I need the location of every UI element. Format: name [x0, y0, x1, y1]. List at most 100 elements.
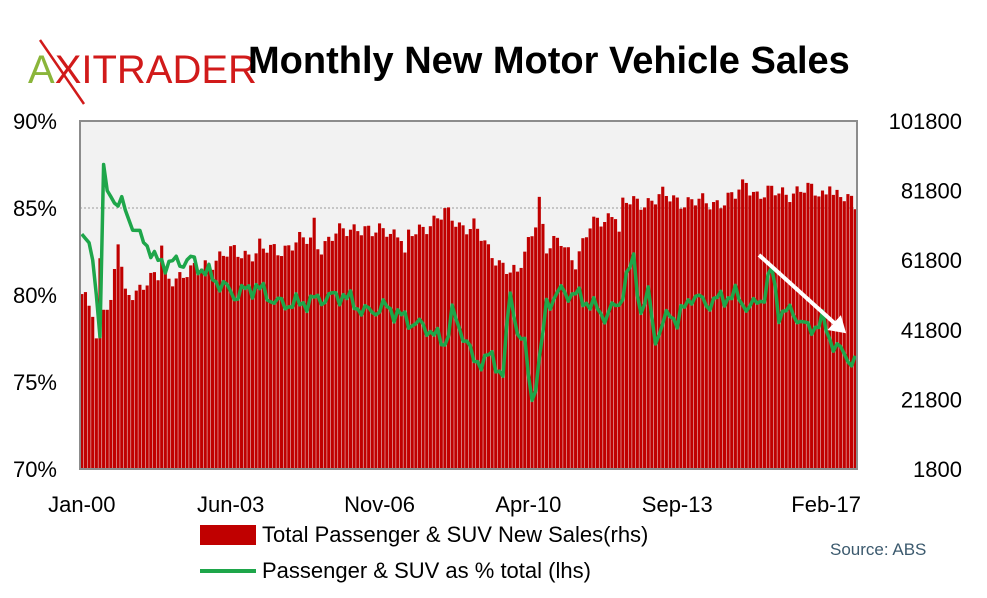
bar: [530, 236, 534, 469]
bar: [356, 231, 360, 469]
bar: [770, 185, 774, 470]
bar: [225, 256, 229, 469]
bar: [203, 260, 207, 469]
bar: [846, 194, 850, 469]
left-tick-label: 75%: [13, 370, 57, 395]
bar: [762, 197, 766, 469]
legend-label-line: Passenger & SUV as % total (lhs): [262, 558, 591, 583]
x-tick-label: Apr-10: [495, 492, 561, 517]
bar: [272, 244, 276, 469]
bar: [541, 223, 545, 469]
bar: [87, 305, 91, 469]
legend-swatch-bar: [200, 525, 256, 545]
logo-slash-icon: [38, 39, 86, 105]
bar: [566, 247, 570, 469]
bar: [218, 251, 222, 469]
bar: [799, 191, 803, 469]
bar: [174, 278, 178, 469]
bar: [171, 286, 175, 469]
bar: [552, 235, 556, 469]
bar: [276, 255, 280, 469]
bar: [613, 219, 618, 469]
bar: [675, 197, 679, 469]
bar: [650, 200, 654, 469]
bar: [298, 231, 302, 469]
bar: [722, 205, 727, 469]
bar: [755, 191, 759, 469]
left-tick-label: 85%: [13, 196, 57, 221]
bar: [338, 223, 342, 469]
legend-item-line: Passenger & SUV as % total (lhs): [200, 553, 648, 589]
bar: [733, 198, 737, 469]
bar: [98, 258, 102, 469]
bar: [842, 201, 846, 469]
bar: [610, 217, 614, 469]
bar: [120, 266, 124, 469]
legend: Total Passenger & SUV New Sales(rhs) Pas…: [200, 517, 648, 589]
bar: [454, 226, 458, 469]
bar: [704, 203, 708, 469]
bar: [112, 268, 117, 469]
bar: [853, 209, 857, 470]
bar: [189, 265, 193, 469]
bar: [294, 242, 298, 469]
bar: [505, 273, 509, 469]
bar: [210, 269, 215, 469]
bar: [149, 272, 153, 469]
bar: [632, 196, 636, 470]
x-axis-labels: Jan-00 Jun-03 Nov-06 Apr-10 Sep-13 Feb-17: [48, 492, 861, 517]
bar: [102, 309, 106, 469]
trend-arrow-icon: [757, 253, 847, 334]
bar: [555, 237, 560, 469]
bar: [185, 277, 189, 469]
bar: [308, 237, 313, 469]
bar: [305, 243, 309, 469]
logo-wordmark: XITRADER: [54, 48, 257, 92]
bar: [719, 208, 723, 470]
bar: [523, 251, 527, 469]
bar: [156, 280, 160, 469]
bar: [486, 244, 491, 469]
bar: [639, 209, 643, 469]
bar: [327, 236, 331, 469]
bar: [221, 255, 225, 469]
bar: [377, 223, 382, 469]
left-axis-labels: 90% 85% 80% 75% 70%: [13, 109, 57, 482]
bar: [744, 182, 748, 469]
bar: [160, 245, 164, 469]
bar: [788, 202, 792, 469]
bar: [646, 198, 650, 470]
bar: [105, 309, 109, 469]
bar: [624, 202, 629, 470]
right-tick-label: 61800: [901, 248, 962, 273]
bar: [588, 228, 592, 469]
bar: [730, 192, 734, 469]
bar: [334, 233, 338, 469]
bar: [472, 218, 476, 469]
bar: [526, 237, 530, 469]
bar: [784, 194, 788, 470]
bar: [791, 193, 796, 469]
legend-swatch-line: [200, 569, 256, 573]
bar: [116, 244, 120, 469]
bar: [407, 229, 411, 469]
source-note: Source: ABS: [830, 540, 927, 559]
bar: [690, 199, 694, 469]
bar: [196, 271, 200, 469]
bar: [457, 222, 461, 469]
bar: [254, 253, 258, 469]
bar: [606, 213, 610, 469]
right-tick-label: 21800: [901, 387, 962, 412]
bar: [664, 195, 668, 470]
bar: [741, 179, 745, 469]
bar: [283, 245, 287, 469]
bar: [813, 195, 817, 469]
bar: [476, 228, 480, 469]
bar: [141, 289, 146, 469]
axitrader-logo: AXITRADER: [28, 38, 257, 108]
bar: [131, 300, 135, 469]
bar: [534, 227, 538, 469]
bar: [849, 195, 854, 470]
right-axis-labels: 101800 81800 61800 41800 21800 1800: [889, 109, 962, 482]
bar: [138, 284, 142, 469]
